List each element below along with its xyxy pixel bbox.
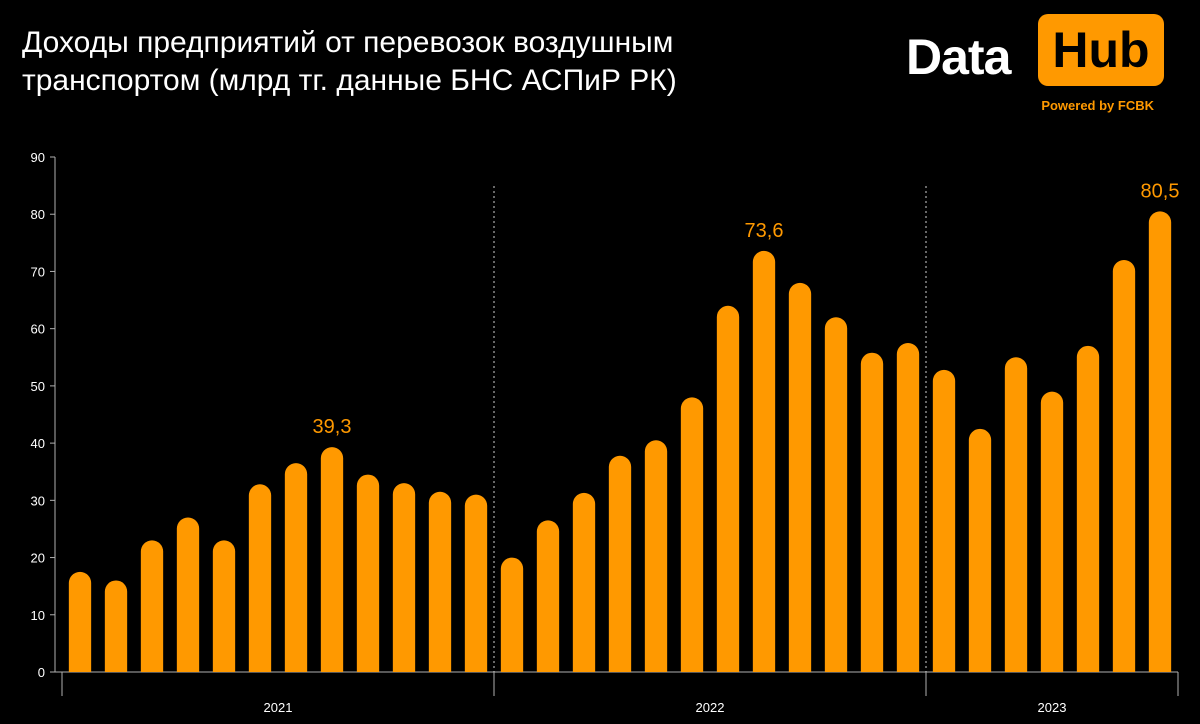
y-tick-label: 50 — [31, 379, 45, 394]
bar-2022-2 — [536, 520, 560, 672]
bar-2021-6 — [248, 484, 272, 672]
logo-word-hub: Hub — [1038, 14, 1164, 86]
bar-2023-7 — [1148, 211, 1172, 672]
bar-2021-1 — [68, 571, 92, 672]
bar-2021-4 — [176, 517, 200, 672]
bar-2022-8 — [752, 250, 776, 672]
bar-2022-7 — [716, 305, 740, 672]
y-tick-label: 10 — [31, 608, 45, 623]
bar-2022-9 — [788, 282, 812, 672]
bar-2021-12 — [464, 494, 488, 672]
bar-2021-8 — [320, 447, 344, 672]
bar-2023-4 — [1040, 391, 1064, 672]
y-tick-label: 80 — [31, 207, 45, 222]
y-tick-label: 0 — [38, 665, 45, 680]
bar-2021-9 — [356, 474, 380, 672]
y-tick-label: 40 — [31, 436, 45, 451]
bar-2022-11 — [860, 352, 884, 672]
bar-2021-5 — [212, 540, 236, 672]
bar-2021-11 — [428, 491, 452, 672]
bar-2023-3 — [1004, 357, 1028, 672]
bar-2021-2 — [104, 580, 128, 672]
data-label-2021: 39,3 — [313, 416, 352, 438]
bar-2021-7 — [284, 463, 308, 672]
y-tick-label: 20 — [31, 551, 45, 566]
chart-title-line-2: транспортом (млрд тг. данные БНС АСПиР Р… — [22, 64, 677, 97]
bar-2023-2 — [968, 428, 992, 672]
bar-2022-3 — [572, 492, 596, 672]
datahub-logo: Data Hub Powered by FCBK — [906, 14, 1166, 120]
y-tick-label: 90 — [31, 150, 45, 165]
bar-2022-5 — [644, 440, 668, 672]
logo-tagline: Powered by FCBK — [1041, 98, 1154, 113]
chart-title-line-1: Доходы предприятий от перевозок воздушны… — [22, 26, 674, 59]
logo-word-data: Data — [906, 29, 1011, 85]
bar-2021-3 — [140, 540, 164, 672]
bar-2022-4 — [608, 455, 632, 672]
bar-2022-6 — [680, 397, 704, 672]
bar-2023-6 — [1112, 259, 1136, 672]
data-label-2022: 73,6 — [745, 220, 784, 242]
y-tick-label: 60 — [31, 322, 45, 337]
x-category-label-2022: 2022 — [696, 700, 725, 715]
x-category-label-2023: 2023 — [1038, 700, 1067, 715]
bar-2023-1 — [932, 369, 956, 672]
y-tick-label: 70 — [31, 264, 45, 279]
y-tick-label: 30 — [31, 493, 45, 508]
chart-title: Доходы предприятий от перевозок воздушны… — [22, 24, 782, 100]
bar-2022-12 — [896, 342, 920, 672]
x-category-label-2021: 2021 — [264, 700, 293, 715]
bar-2021-10 — [392, 483, 416, 672]
bar-2022-1 — [500, 557, 524, 672]
bar-2023-5 — [1076, 345, 1100, 672]
data-label-2023: 80,5 — [1141, 180, 1180, 202]
bar-2022-10 — [824, 317, 848, 672]
